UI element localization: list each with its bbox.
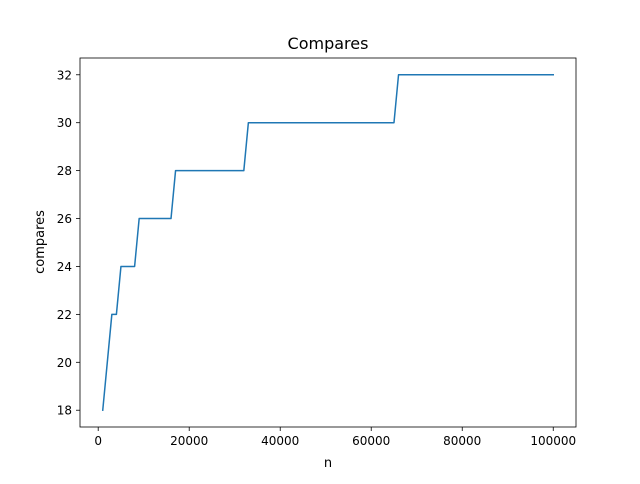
- y-tick-label-26: 26: [57, 212, 72, 226]
- x-axis-label: n: [324, 456, 332, 471]
- y-tick-label-32: 32: [57, 68, 72, 82]
- x-tick-label-80000: 80000: [443, 434, 481, 448]
- y-tick-label-18: 18: [57, 404, 72, 418]
- x-tick-label-40000: 40000: [261, 434, 299, 448]
- y-tick-label-24: 24: [57, 260, 72, 274]
- chart-title: Compares: [288, 34, 369, 53]
- x-tick-label-100000: 100000: [530, 434, 576, 448]
- x-tick-label-20000: 20000: [170, 434, 208, 448]
- x-tick-label-60000: 60000: [352, 434, 390, 448]
- y-axis-label: compares: [33, 210, 48, 274]
- plot-frame: [79, 57, 577, 428]
- y-tick-label-20: 20: [57, 356, 72, 370]
- y-tick-label-30: 30: [57, 116, 72, 130]
- x-tick-label-0: 0: [94, 434, 102, 448]
- series-line-0: [101, 74, 554, 412]
- y-tick-label-22: 22: [57, 308, 72, 322]
- y-tick-label-28: 28: [57, 164, 72, 178]
